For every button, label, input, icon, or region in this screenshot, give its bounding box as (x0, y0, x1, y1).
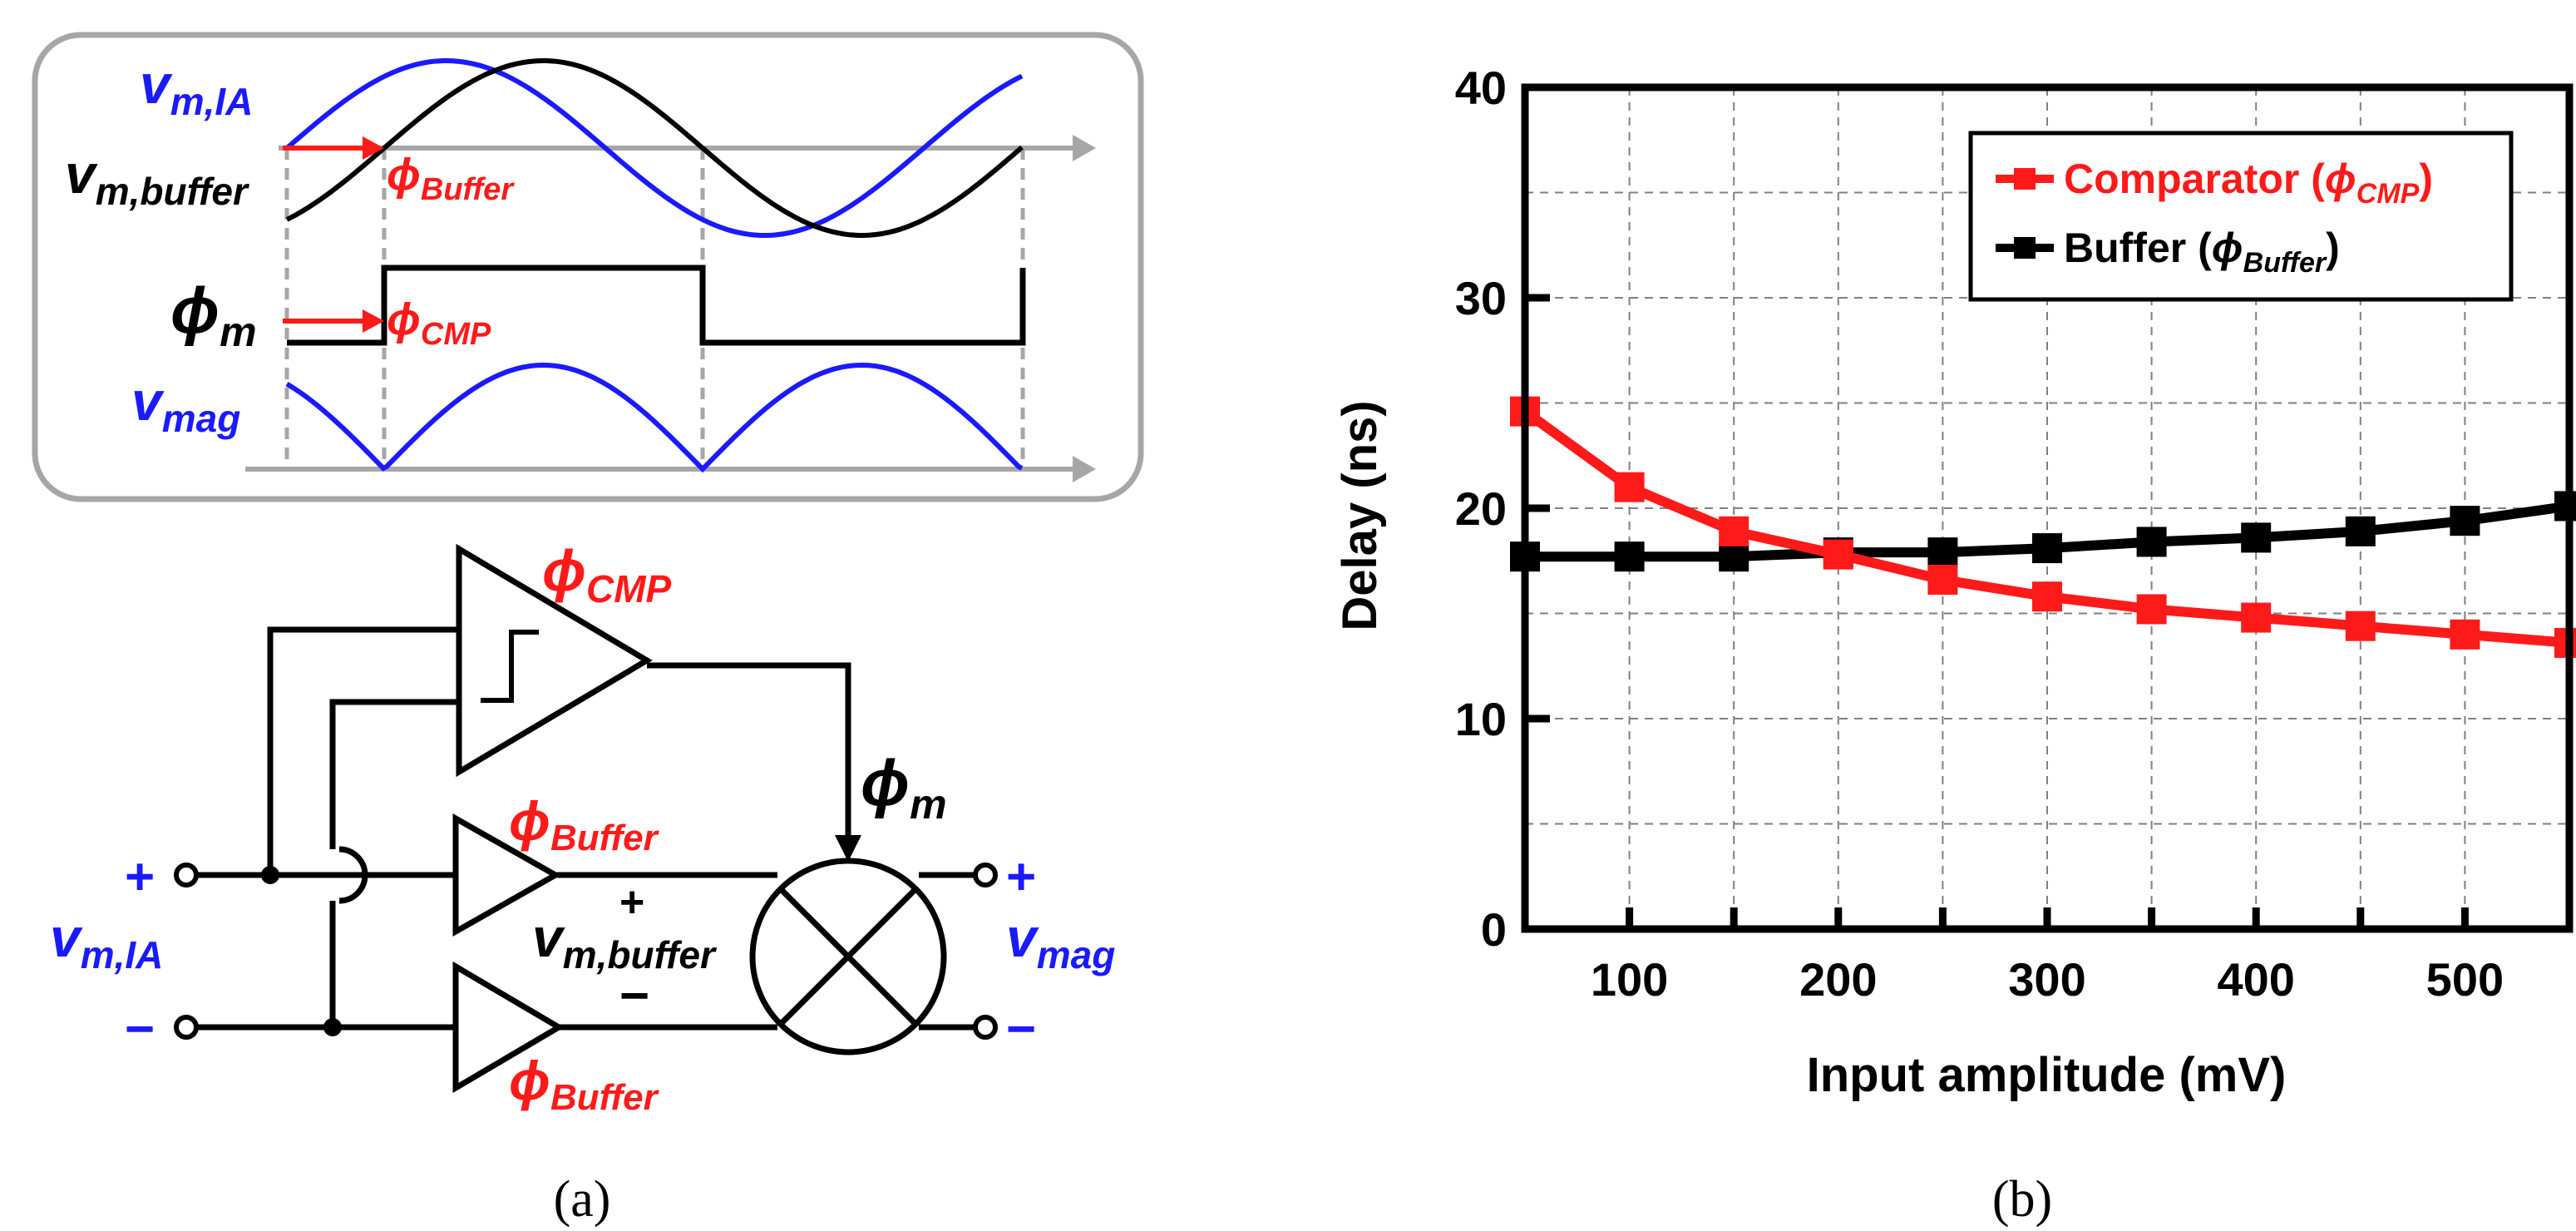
axis-arrowhead-top (1073, 135, 1096, 161)
data-point-marker (2241, 602, 2272, 633)
comparator-symbol (456, 543, 653, 778)
y-tick-label: 0 (1481, 903, 1507, 956)
y-tick-label: 40 (1455, 62, 1507, 114)
y-tick-label: 20 (1455, 482, 1507, 535)
waveform-frame (32, 32, 1144, 502)
chart-legend: Comparator (ϕCMP) Buffer (ϕBuffer) (1968, 131, 2514, 302)
label-buffer-plus: + (619, 878, 644, 927)
wire-bottom-to-cmp-upper (329, 699, 459, 849)
terminal-out-minus (973, 1015, 998, 1040)
wire-cmp-out (647, 662, 851, 838)
x-tick-label: 100 (1591, 953, 1668, 1006)
label-phi-buffer-bottom: ϕBuffer (509, 1050, 660, 1118)
caption-a: (a) (554, 1171, 611, 1228)
x-tick-label: 200 (1799, 953, 1877, 1006)
x-tick-label: 300 (2008, 953, 2085, 1006)
x-tick-label: 500 (2426, 953, 2504, 1006)
junction-bottom (323, 1018, 342, 1036)
x-axis-label: Input amplitude (mV) (1807, 1048, 2287, 1102)
label-buffer-minus: − (619, 967, 649, 1025)
data-point-marker (2345, 516, 2376, 546)
y-tick-label: 30 (1455, 272, 1507, 324)
label-v-m-buffer: vm,buffer (532, 907, 717, 976)
data-point-marker (1927, 565, 1958, 596)
v-m-buffer-waveform (285, 58, 1024, 238)
data-point-marker (2032, 581, 2062, 612)
circuit-nodes (174, 835, 998, 1040)
label-in-plus: + (125, 848, 155, 906)
x-tick-label: 400 (2217, 953, 2294, 1006)
label-v-m-buffer: vm,buffer (65, 143, 249, 213)
label-in-minus: − (125, 1001, 155, 1058)
data-point-marker (1719, 516, 1749, 546)
data-point-marker (1823, 539, 1853, 570)
buffer-delay-arrowhead (363, 136, 384, 160)
data-point-marker (1614, 541, 1645, 572)
label-phi-m-wave: ϕm (170, 274, 257, 355)
label-out-plus: + (1006, 848, 1036, 906)
terminal-in-plus (174, 863, 199, 887)
data-point-marker (1719, 541, 1749, 572)
circuit-schematic (196, 543, 975, 1094)
cmp-delay-arrowhead (363, 309, 384, 333)
legend-marker-buffer (2014, 237, 2036, 259)
v-mag-waveform (285, 362, 1024, 473)
junction-top (261, 866, 279, 884)
mixer-cross-b (778, 887, 918, 1026)
legend-label-buffer: Buffer (ϕBuffer) (2064, 225, 2340, 279)
label-phi-buffer-top: ϕBuffer (509, 790, 660, 858)
y-axis-label: Delay (ns) (1333, 400, 1387, 630)
label-phi-cmp-wave: ϕCMP (387, 294, 491, 352)
phi-m-arrowhead (835, 835, 861, 862)
chart-series (1510, 396, 2576, 658)
phi-m-square-waveform (287, 264, 1026, 346)
v-m-ia-waveform (285, 58, 1024, 238)
label-v-m-ia: vm,IA (50, 907, 163, 976)
data-point-marker (2136, 594, 2167, 625)
label-phi-cmp: ϕCMP (542, 538, 672, 611)
wire-top-to-cmp (267, 626, 459, 875)
legend-label-comparator: Comparator (ϕCMP) (2064, 156, 2433, 210)
data-point-marker (1927, 537, 1958, 568)
axis-arrowhead-bottom (1073, 456, 1096, 482)
label-out-minus: − (1006, 1001, 1036, 1058)
label-phi-buffer-wave: ϕBuffer (387, 150, 515, 207)
data-point-marker (2032, 533, 2062, 564)
data-point-marker (2345, 611, 2376, 641)
waveform-panel: vm,IA vm,buffer ϕBuffer ϕm ϕCMP vmag (32, 32, 1144, 502)
label-v-m-ia: vm,IA (140, 53, 253, 123)
y-tick-label: 10 (1455, 693, 1507, 745)
terminal-in-minus (174, 1015, 199, 1040)
terminal-out-plus (973, 863, 998, 887)
circuit-labels: ϕCMP ϕBuffer ϕBuffer ϕm + − + − vm,IA + … (50, 538, 1115, 1118)
delay-chart: 0 10 20 30 40 100 200 300 400 500 Comparator (ϕCM… (1333, 62, 2576, 1102)
legend-box (1968, 131, 2514, 302)
data-point-marker (2450, 506, 2480, 536)
chart-ticks: 0 10 20 30 40 100 200 300 400 500 (1455, 62, 2504, 1006)
data-point-marker (2450, 619, 2480, 650)
data-point-marker (1614, 472, 1645, 502)
plot-frame (1521, 83, 2574, 933)
label-phi-m: ϕm (861, 746, 947, 828)
data-point-marker (2241, 522, 2272, 553)
label-v-mag: vmag (1006, 907, 1115, 976)
data-point-marker (2136, 527, 2167, 557)
caption-b: (b) (1992, 1171, 2052, 1228)
legend-marker-comparator (2014, 168, 2036, 190)
hysteresis-icon (481, 630, 539, 703)
label-v-mag-wave: vmag (131, 370, 240, 440)
